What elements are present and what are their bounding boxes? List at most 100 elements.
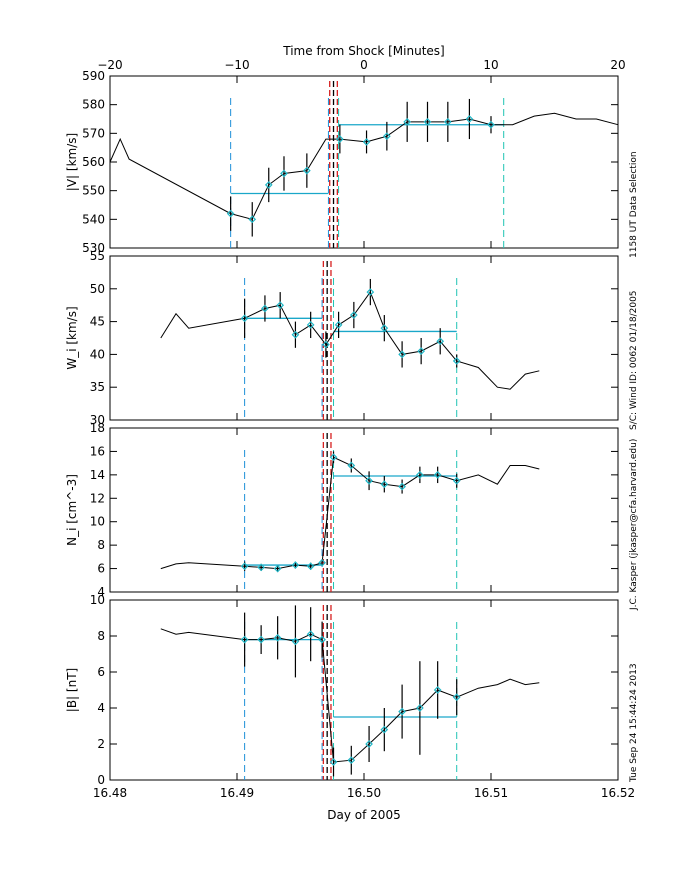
speed-data-point — [303, 166, 311, 175]
speed-data-point — [403, 118, 412, 126]
speed-data-point — [226, 209, 235, 218]
speed-ytick-label: 570 — [82, 126, 105, 140]
thermal-data-point — [398, 350, 406, 359]
thermal-data-point — [349, 311, 358, 319]
density-ylabel: N_i [cm^-3] — [65, 474, 79, 546]
density-data-point — [240, 562, 249, 571]
field-data-point — [318, 635, 326, 644]
field-data-point — [365, 740, 373, 748]
speed-ytick-label: 580 — [82, 98, 105, 112]
density-data-point — [416, 471, 424, 479]
x-tick-label: 16.51 — [474, 786, 508, 800]
thermal-ytick-label: 40 — [90, 347, 105, 361]
thermal-data-point — [322, 340, 330, 349]
x-tick-label: 16.49 — [220, 786, 254, 800]
field-ylabel: |B| [nT] — [65, 668, 79, 712]
density-data-point — [433, 471, 442, 479]
speed-data-point — [362, 138, 371, 146]
thermal-data-point — [276, 301, 285, 310]
density-data-point — [329, 453, 338, 462]
x-tick-label: 16.50 — [347, 786, 381, 800]
thermal-data-point — [334, 321, 343, 329]
thermal-ylabel: W_i [km/s] — [65, 306, 79, 369]
timestamp-note: Tue Sep 24 15:44:24 2013 — [629, 663, 639, 783]
thermal-ytick-label: 50 — [90, 282, 105, 296]
speed-data-point — [383, 132, 391, 141]
speed-ytick-label: 590 — [82, 69, 105, 83]
density-ytick-label: 12 — [90, 491, 105, 505]
speed-data-point — [248, 215, 257, 224]
speed-data-point — [443, 118, 452, 126]
density-ytick-label: 18 — [90, 421, 105, 435]
thermal-ytick-label: 35 — [90, 380, 105, 394]
field-data-point — [306, 630, 315, 639]
thermal-data-point — [366, 288, 375, 296]
density-ytick-label: 8 — [97, 538, 105, 552]
thermal-data-point — [261, 304, 269, 313]
thermal-data-point — [380, 324, 389, 333]
speed-ylabel: |V| [km/s] — [65, 133, 79, 191]
top-tick-label: 0 — [360, 58, 368, 72]
speed-ytick-label: 550 — [82, 184, 105, 198]
density-data-point — [273, 564, 282, 573]
thermal-data-point — [436, 337, 445, 346]
field-ytick-label: 6 — [97, 665, 105, 679]
magnetic-field-panel: 0 2 4 6 8 10 16.48 16.49 16.50 16.51 16.52 |B| [nT] — [65, 593, 635, 800]
field-data-point — [398, 707, 406, 716]
field-data-point — [257, 635, 265, 644]
field-data-point — [240, 635, 249, 644]
thermal-ytick-label: 55 — [90, 249, 105, 263]
density-data-point — [347, 461, 356, 470]
density-panel: 4 6 8 10 12 14 16 18 N_i [cm^-3] — [65, 421, 619, 599]
field-ytick-label: 0 — [97, 773, 105, 787]
thermal-data-point — [291, 330, 300, 339]
density-series-line — [160, 456, 540, 570]
top-tick-label: −20 — [97, 58, 122, 72]
density-data-point — [398, 482, 406, 491]
thermal-ytick-label: 30 — [90, 413, 105, 427]
density-ytick-label: 10 — [90, 515, 105, 529]
x-tick-label: 16.48 — [93, 786, 127, 800]
field-ytick-label: 2 — [97, 737, 105, 751]
density-data-point — [318, 558, 326, 567]
thermal-data-point — [240, 314, 249, 323]
speed-ytick-label: 540 — [82, 212, 105, 226]
field-ytick-label: 8 — [97, 629, 105, 643]
speed-data-point — [336, 135, 344, 143]
thermal-data-point — [452, 357, 461, 365]
top-time-axis: −20 −10 0 10 20 — [97, 58, 625, 72]
thermal-ytick-label: 45 — [90, 315, 105, 329]
field-data-point — [452, 693, 461, 702]
density-ytick-label: 4 — [97, 585, 105, 599]
bottom-axis-title: Day of 2005 — [327, 808, 400, 822]
speed-ytick-label: 530 — [82, 241, 105, 255]
thermal-series-line — [160, 291, 540, 390]
speed-data-point — [465, 115, 474, 123]
speed-data-point — [423, 118, 432, 126]
density-data-point — [452, 476, 461, 485]
top-tick-label: −10 — [224, 58, 249, 72]
density-ytick-label: 16 — [90, 444, 105, 458]
density-data-point — [291, 561, 300, 569]
speed-panel: 530 540 550 560 570 580 590 |V| [km/s] — [65, 69, 619, 255]
density-data-point — [365, 476, 373, 485]
speed-data-point — [487, 120, 495, 129]
density-ytick-label: 6 — [97, 562, 105, 576]
field-data-point — [291, 637, 300, 646]
x-tick-label: 16.52 — [601, 786, 635, 800]
thermal-speed-panel: 30 35 40 45 50 55 W_i [km/s] — [65, 249, 619, 427]
field-data-point — [347, 756, 356, 765]
density-data-point — [257, 563, 265, 572]
speed-ytick-label: 560 — [82, 155, 105, 169]
field-ytick-label: 4 — [97, 701, 105, 715]
thermal-data-point — [417, 347, 425, 355]
field-data-point — [433, 686, 442, 694]
speed-data-point — [280, 169, 288, 178]
author-note: J.C. Kasper (jkasper@cfa.harvard.edu) — [629, 439, 639, 611]
top-tick-label: 20 — [610, 58, 625, 72]
density-data-point — [306, 562, 315, 571]
field-series-line — [160, 628, 540, 763]
top-tick-label: 10 — [483, 58, 498, 72]
thermal-data-point — [306, 321, 315, 329]
